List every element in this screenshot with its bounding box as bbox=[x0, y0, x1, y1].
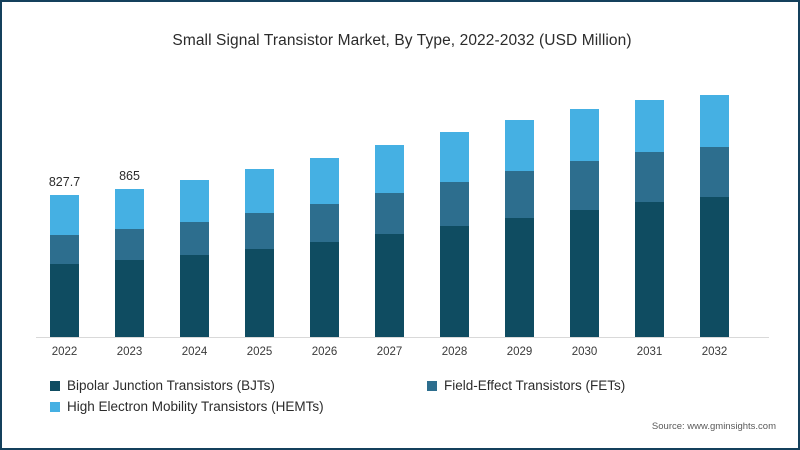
bar-segment-fet bbox=[700, 147, 729, 197]
bar-segment-fet bbox=[245, 213, 274, 249]
bar-segment-bjt bbox=[115, 260, 144, 337]
bar-2031[interactable] bbox=[635, 100, 664, 337]
bar-segment-hemt bbox=[570, 109, 599, 161]
x-tick-2027: 2027 bbox=[376, 346, 403, 358]
bar-segment-bjt bbox=[440, 226, 469, 337]
bar-segment-fet bbox=[635, 152, 664, 202]
bar-segment-bjt bbox=[505, 218, 534, 337]
plot-area: 827.7 865 bbox=[36, 72, 768, 337]
legend-label-fet: Field-Effect Transistors (FETs) bbox=[444, 378, 626, 393]
bar-2027[interactable] bbox=[375, 145, 404, 337]
bar-segment-bjt bbox=[635, 202, 664, 337]
bar-segment-bjt bbox=[700, 197, 729, 337]
bar-segment-fet bbox=[310, 204, 339, 242]
bar-2028[interactable] bbox=[440, 132, 469, 337]
x-tick-2026: 2026 bbox=[311, 346, 338, 358]
bar-segment-bjt bbox=[50, 264, 79, 337]
bar-segment-fet bbox=[440, 182, 469, 226]
bar-segment-hemt bbox=[310, 158, 339, 204]
bar-2032[interactable] bbox=[700, 95, 729, 337]
x-tick-2022: 2022 bbox=[51, 346, 78, 358]
x-tick-2024: 2024 bbox=[181, 346, 208, 358]
bar-segment-hemt bbox=[440, 132, 469, 182]
x-tick-2028: 2028 bbox=[441, 346, 468, 358]
legend-item-bjt[interactable]: Bipolar Junction Transistors (BJTs) bbox=[50, 378, 275, 393]
legend-item-hemt[interactable]: High Electron Mobility Transistors (HEMT… bbox=[50, 399, 324, 414]
bar-segment-hemt bbox=[115, 189, 144, 229]
x-axis-line bbox=[36, 337, 769, 338]
bar-segment-fet bbox=[50, 235, 79, 264]
legend-label-bjt: Bipolar Junction Transistors (BJTs) bbox=[67, 378, 275, 393]
bar-segment-bjt bbox=[245, 249, 274, 337]
x-axis-tick-labels: 2022 2023 2024 2025 2026 2027 2028 2029 2030 2031… bbox=[36, 342, 768, 362]
bar-segment-hemt bbox=[50, 195, 79, 235]
bar-2026[interactable] bbox=[310, 158, 339, 337]
bar-segment-hemt bbox=[700, 95, 729, 147]
bar-segment-hemt bbox=[245, 169, 274, 213]
bar-segment-fet bbox=[115, 229, 144, 260]
bar-segment-bjt bbox=[570, 210, 599, 337]
bar-2030[interactable] bbox=[570, 109, 599, 337]
legend-swatch-hemt bbox=[50, 401, 60, 412]
x-tick-2032: 2032 bbox=[701, 346, 728, 358]
bar-2022[interactable]: 827.7 bbox=[49, 175, 80, 337]
bar-value-label-2022: 827.7 bbox=[48, 175, 81, 189]
legend-row-2: High Electron Mobility Transistors (HEMT… bbox=[50, 399, 750, 420]
bar-segment-fet bbox=[375, 193, 404, 234]
bar-segment-hemt bbox=[180, 180, 209, 222]
bar-segment-bjt bbox=[310, 242, 339, 337]
chart-title: Small Signal Transistor Market, By Type,… bbox=[172, 32, 632, 49]
bar-segment-bjt bbox=[375, 234, 404, 337]
bar-value-label-2023: 865 bbox=[119, 169, 140, 183]
bar-segment-hemt bbox=[505, 120, 534, 171]
legend-swatch-bjt bbox=[50, 380, 60, 391]
legend-swatch-fet bbox=[427, 380, 437, 391]
legend-item-fet[interactable]: Field-Effect Transistors (FETs) bbox=[427, 378, 625, 393]
x-tick-2029: 2029 bbox=[506, 346, 533, 358]
x-tick-2025: 2025 bbox=[246, 346, 273, 358]
legend-row-1: Bipolar Junction Transistors (BJTs) Fiel… bbox=[50, 378, 750, 399]
bar-2023[interactable]: 865 bbox=[115, 169, 144, 337]
x-tick-2030: 2030 bbox=[571, 346, 598, 358]
x-tick-2023: 2023 bbox=[116, 346, 143, 358]
legend-label-hemt: High Electron Mobility Transistors (HEMT… bbox=[67, 399, 324, 414]
bar-segment-fet bbox=[180, 222, 209, 255]
bar-segment-hemt bbox=[635, 100, 664, 152]
bar-2029[interactable] bbox=[505, 120, 534, 337]
bar-segment-fet bbox=[505, 171, 534, 218]
bar-2024[interactable] bbox=[180, 180, 209, 337]
x-tick-2031: 2031 bbox=[636, 346, 663, 358]
source-attribution: Source: www.gminsights.com bbox=[651, 421, 776, 432]
bar-segment-fet bbox=[570, 161, 599, 210]
bar-segment-hemt bbox=[375, 145, 404, 193]
bar-2025[interactable] bbox=[245, 169, 274, 337]
chart-legend: Bipolar Junction Transistors (BJTs) Fiel… bbox=[50, 378, 750, 420]
bar-segment-bjt bbox=[180, 255, 209, 337]
